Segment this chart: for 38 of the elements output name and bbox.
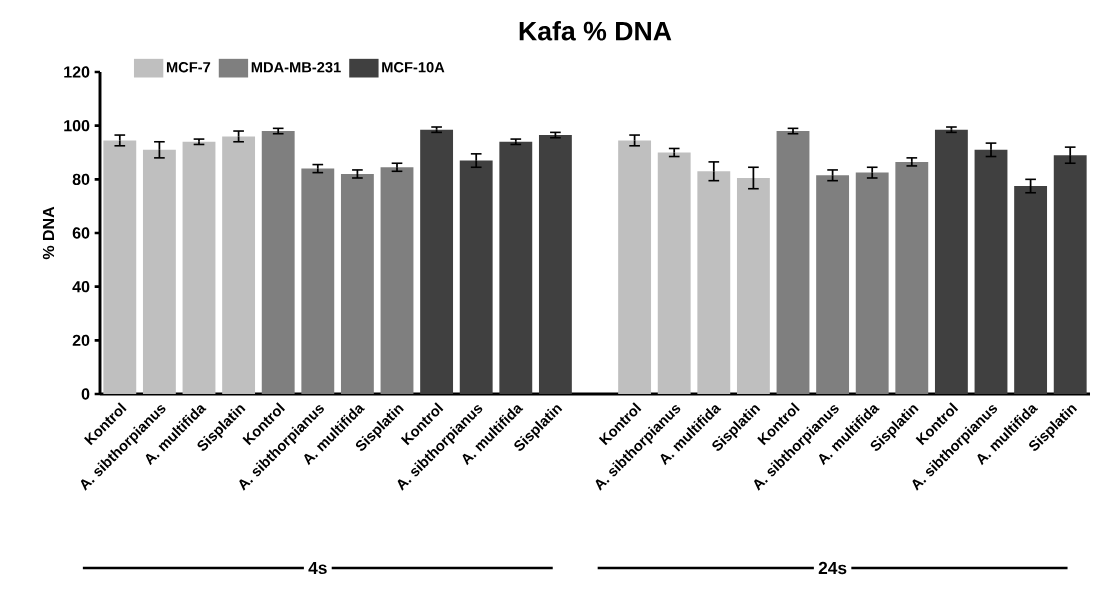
bar	[895, 161, 929, 394]
bar	[380, 167, 414, 394]
bar	[301, 168, 335, 394]
bar	[142, 149, 176, 394]
bar	[697, 171, 731, 394]
y-axis-title: % DNA	[42, 206, 55, 260]
bar	[222, 136, 256, 394]
bar	[420, 129, 454, 394]
bar	[1014, 186, 1048, 394]
bar	[934, 129, 968, 394]
bar	[736, 177, 770, 394]
y-tick-label: 100	[64, 120, 90, 132]
bar	[538, 135, 572, 394]
y-tick-label: 0	[81, 388, 90, 400]
legend-label: MDA-MB-231	[251, 62, 341, 73]
y-tick-label: 40	[72, 281, 90, 293]
bar	[499, 141, 533, 394]
bar	[974, 149, 1008, 394]
bar	[657, 152, 691, 394]
text: 24s	[818, 561, 847, 575]
bar	[340, 173, 374, 394]
chart-title: Kafa % DNA	[519, 21, 672, 41]
bar	[816, 175, 850, 394]
text: 4s	[308, 561, 327, 575]
bar	[459, 160, 493, 394]
bar	[103, 140, 137, 394]
bar	[618, 140, 652, 394]
legend-label: MCF-7	[166, 62, 211, 73]
bar	[776, 131, 810, 394]
bar	[855, 172, 889, 394]
bar	[1053, 155, 1087, 394]
y-tick-label: 20	[72, 334, 90, 346]
bar	[182, 141, 216, 394]
y-tick-label: 120	[64, 66, 90, 78]
legend-label: MCF-10A	[382, 62, 445, 73]
y-tick-label: 60	[72, 227, 90, 239]
bar	[261, 131, 295, 394]
y-tick-label: 80	[72, 173, 90, 185]
